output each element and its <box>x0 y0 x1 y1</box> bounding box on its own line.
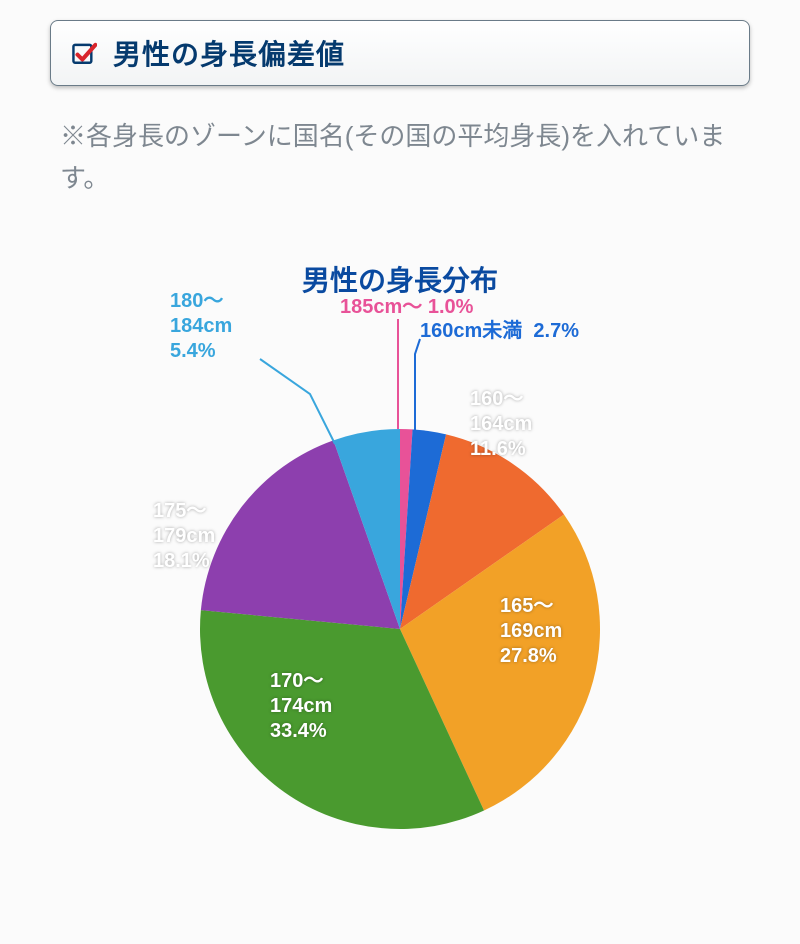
note-text: ※各身長のゾーンに国名(その国の平均身長)を入れています。 <box>60 116 740 199</box>
pie-chart: 男性の身長分布 185cm～ 1.0%160cm未満 2.7% 160～ 164c… <box>0 219 800 869</box>
chart-title: 男性の身長分布 <box>0 259 800 299</box>
slice-label-s170: 170～ 174cm 33.4% <box>270 669 332 744</box>
page-title: 男性の身長偏差値 <box>113 33 345 73</box>
slice-label-s175: 175～ 179cm 18.1% <box>153 499 215 574</box>
slice-label-s165: 165～ 169cm 27.8% <box>500 594 562 669</box>
header-card: 男性の身長偏差値 <box>50 20 750 86</box>
leader-line <box>260 359 335 444</box>
slice-label-s180: 180～ 184cm 5.4% <box>170 289 232 364</box>
slice-label-s160: 160～ 164cm 11.6% <box>470 387 532 462</box>
leader-line <box>415 339 420 433</box>
slice-label-s185: 185cm～ 1.0% <box>340 295 473 320</box>
slice-label-s_u160: 160cm未満 2.7% <box>420 319 579 344</box>
check-icon <box>71 40 97 66</box>
